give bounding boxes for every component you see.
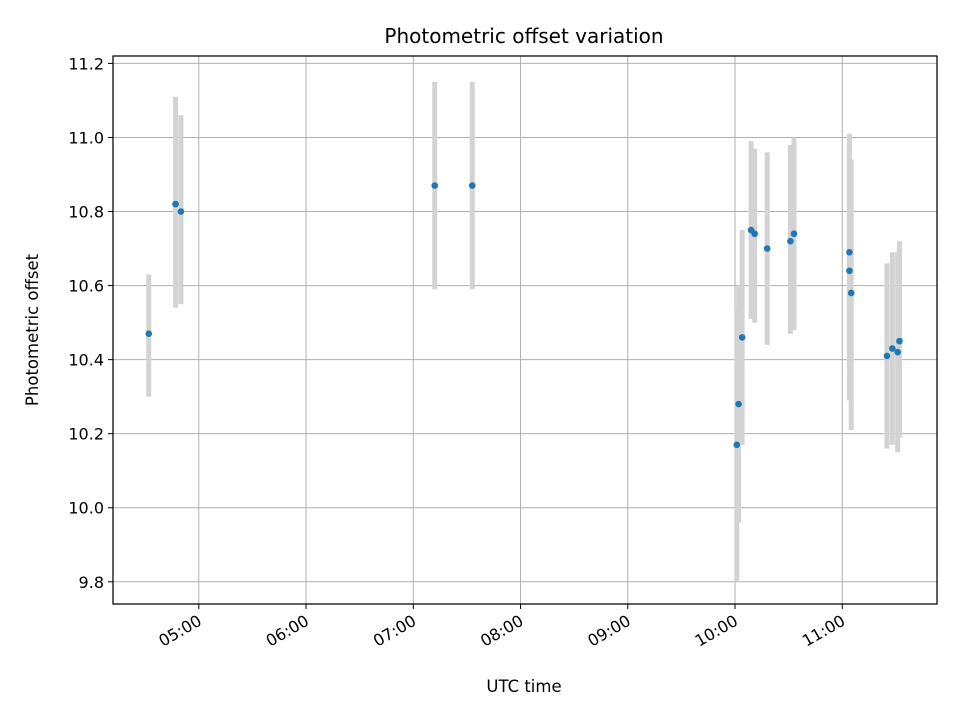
x-tick-label: 11:00 — [799, 611, 848, 651]
data-point — [787, 237, 794, 245]
x-tick-label: 05:00 — [155, 611, 204, 651]
data-point — [883, 352, 891, 360]
y-tick-label: 10.4 — [68, 351, 104, 370]
y-axis-ticks: 9.8 10.0 10.2 10.4 10.6 10.8 11.0 11.2 — [68, 54, 113, 592]
error-bars — [146, 81, 902, 582]
grid — [113, 56, 937, 604]
y-tick-label: 11.2 — [68, 54, 104, 73]
y-tick-label: 10.6 — [68, 277, 104, 296]
chart-title: Photometric offset variation — [384, 24, 663, 48]
data-point — [846, 248, 853, 256]
data-point — [846, 267, 853, 275]
y-tick-label: 9.8 — [79, 573, 104, 592]
data-point — [896, 337, 903, 345]
x-tick-label: 07:00 — [370, 611, 419, 651]
data-points — [145, 182, 903, 449]
data-point — [738, 334, 746, 341]
x-tick-label: 10:00 — [692, 611, 741, 651]
y-axis-label: Photometric offset — [23, 253, 42, 406]
plot-frame — [112, 55, 938, 605]
x-axis-ticks: 05:00 06:00 07:00 08:00 09:00 10:00 11:00 — [155, 604, 848, 651]
y-tick-label: 10.8 — [68, 203, 104, 222]
data-point — [894, 348, 901, 356]
data-point — [790, 230, 798, 238]
data-point — [889, 345, 896, 352]
x-axis-label: UTC time — [486, 677, 561, 696]
data-point — [751, 230, 758, 238]
x-tick-label: 08:00 — [477, 611, 526, 651]
data-point — [733, 441, 741, 449]
data-point — [172, 200, 179, 208]
y-tick-label: 10.2 — [68, 425, 104, 444]
data-point — [177, 208, 185, 215]
data-point — [735, 400, 742, 408]
data-point — [145, 330, 153, 338]
data-point — [431, 182, 439, 189]
y-tick-label: 10.0 — [68, 499, 104, 518]
data-point — [847, 289, 855, 297]
x-tick-label: 09:00 — [584, 611, 633, 651]
x-tick-label: 06:00 — [263, 611, 312, 651]
y-tick-label: 11.0 — [68, 128, 104, 147]
data-point — [763, 245, 771, 252]
data-point — [468, 182, 476, 189]
